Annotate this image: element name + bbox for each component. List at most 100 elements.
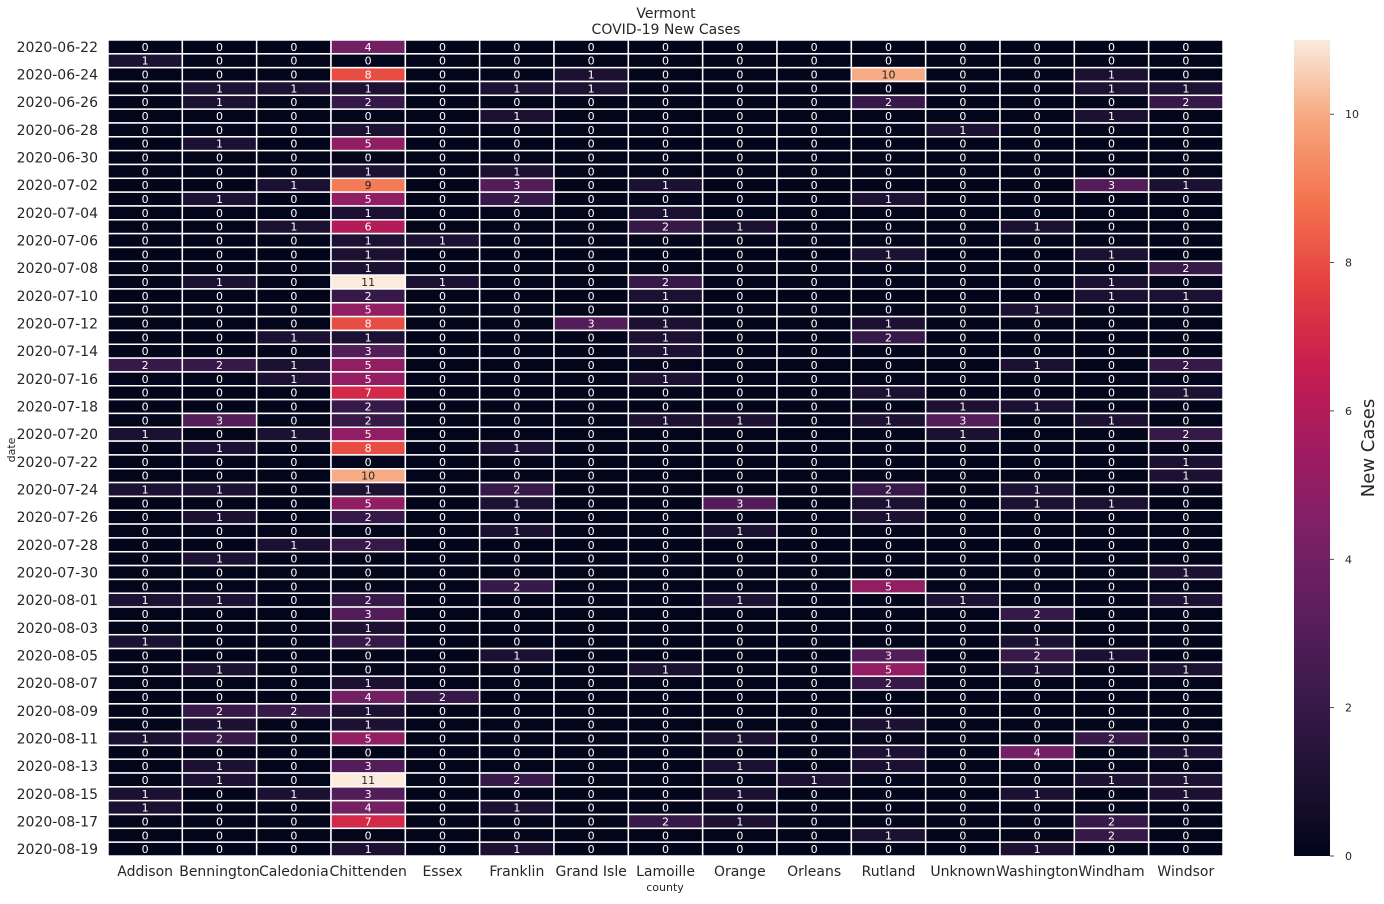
cell-value-label: 0 [1108, 165, 1115, 178]
cell-value-label: 0 [1182, 705, 1189, 718]
cell-value-label: 0 [1182, 345, 1189, 358]
cell-value-label: 0 [1108, 719, 1115, 732]
cell-value-label: 0 [662, 110, 669, 123]
cell-value-label: 0 [588, 815, 595, 828]
cell-value-label: 0 [588, 649, 595, 662]
cell-value-label: 1 [290, 539, 297, 552]
cell-value-label: 1 [885, 719, 892, 732]
cell-value-label: 0 [216, 318, 223, 331]
cell-value-label: 0 [216, 373, 223, 386]
cell-value-label: 0 [811, 179, 818, 192]
y-tick-label: 2020-07-10 [17, 289, 98, 305]
cell-value-label: 0 [736, 262, 743, 275]
cell-value-label: 0 [216, 843, 223, 856]
cell-value-label: 0 [885, 304, 892, 317]
cell-value-label: 0 [811, 152, 818, 165]
cell-value-label: 0 [142, 414, 149, 427]
cell-value-label: 1 [662, 331, 669, 344]
cell-value-label: 0 [588, 719, 595, 732]
cell-value-label: 0 [588, 622, 595, 635]
cell-value-label: 0 [290, 802, 297, 815]
cell-value-label: 0 [513, 55, 520, 68]
cell-value-label: 1 [513, 442, 520, 455]
cell-value-label: 1 [959, 428, 966, 441]
cell-value-label: 0 [142, 221, 149, 234]
cell-value-label: 0 [1182, 193, 1189, 206]
cell-value-label: 0 [662, 428, 669, 441]
cell-value-label: 0 [959, 69, 966, 82]
cell-value-label: 0 [588, 663, 595, 676]
cell-value-label: 0 [439, 124, 446, 137]
cell-value-label: 9 [365, 179, 372, 192]
cell-value-label: 1 [1182, 179, 1189, 192]
cell-value-label: 1 [1182, 663, 1189, 676]
cell-value-label: 0 [588, 428, 595, 441]
cell-value-label: 1 [885, 829, 892, 842]
cell-value-label: 0 [588, 483, 595, 496]
cell-value-label: 1 [290, 221, 297, 234]
cell-value-label: 0 [811, 373, 818, 386]
cell-value-label: 0 [736, 276, 743, 289]
cell-value-label: 0 [588, 248, 595, 261]
cell-value-label: 0 [1182, 815, 1189, 828]
cell-value-label: 0 [662, 262, 669, 275]
cell-value-label: 0 [811, 359, 818, 372]
cell-value-label: 0 [736, 82, 743, 95]
cell-value-label: 3 [365, 760, 372, 773]
cell-value-label: 0 [959, 290, 966, 303]
cell-value-label: 0 [1034, 525, 1041, 538]
cell-value-label: 0 [290, 566, 297, 579]
cell-value-label: 0 [885, 470, 892, 483]
cell-value-label: 0 [216, 248, 223, 261]
cell-value-label: 1 [1034, 304, 1041, 317]
cell-value-label: 0 [588, 179, 595, 192]
cell-value-label: 0 [588, 359, 595, 372]
cell-value-label: 0 [1034, 802, 1041, 815]
cell-value-label: 0 [662, 566, 669, 579]
y-tick-label: 2020-08-03 [17, 621, 98, 637]
cell-value-label: 0 [736, 511, 743, 524]
cell-value-label: 0 [662, 165, 669, 178]
cell-value-label: 0 [439, 456, 446, 469]
cell-value-label: 3 [365, 788, 372, 801]
cell-value-label: 2 [885, 483, 892, 496]
cell-value-label: 0 [811, 829, 818, 842]
cell-value-label: 0 [662, 691, 669, 704]
cell-value-label: 0 [290, 69, 297, 82]
cell-value-label: 0 [439, 401, 446, 414]
cell-value-label: 0 [1182, 207, 1189, 220]
cell-value-label: 0 [513, 636, 520, 649]
cell-value-label: 0 [1182, 511, 1189, 524]
cell-value-label: 2 [513, 774, 520, 787]
y-tick-label: 2020-07-06 [17, 234, 98, 250]
cell-value-label: 0 [513, 359, 520, 372]
cell-value-label: 0 [439, 318, 446, 331]
cell-value-label: 0 [216, 566, 223, 579]
cell-value-label: 0 [811, 705, 818, 718]
cell-value-label: 2 [290, 705, 297, 718]
cell-value-label: 0 [513, 290, 520, 303]
cell-value-label: 0 [1108, 373, 1115, 386]
cell-value-label: 0 [290, 304, 297, 317]
cell-value-label: 0 [736, 345, 743, 358]
cell-value-label: 0 [588, 760, 595, 773]
cell-value-label: 1 [216, 276, 223, 289]
cell-value-label: 0 [290, 387, 297, 400]
cell-value-label: 1 [513, 802, 520, 815]
cell-value-label: 0 [588, 456, 595, 469]
cell-value-label: 0 [588, 746, 595, 759]
cell-value-label: 0 [736, 608, 743, 621]
cell-value-label: 0 [588, 41, 595, 54]
cell-value-label: 0 [811, 815, 818, 828]
cell-value-label: 1 [365, 207, 372, 220]
cell-value-label: 1 [216, 82, 223, 95]
cell-value-label: 0 [216, 69, 223, 82]
cell-value-label: 0 [959, 774, 966, 787]
cell-value-label: 0 [439, 719, 446, 732]
cell-value-label: 0 [885, 359, 892, 372]
cell-value-label: 0 [216, 207, 223, 220]
cell-value-label: 0 [365, 456, 372, 469]
y-tick-label: 2020-07-02 [17, 178, 98, 194]
cell-value-label: 0 [1182, 525, 1189, 538]
cell-value-label: 0 [1182, 235, 1189, 248]
